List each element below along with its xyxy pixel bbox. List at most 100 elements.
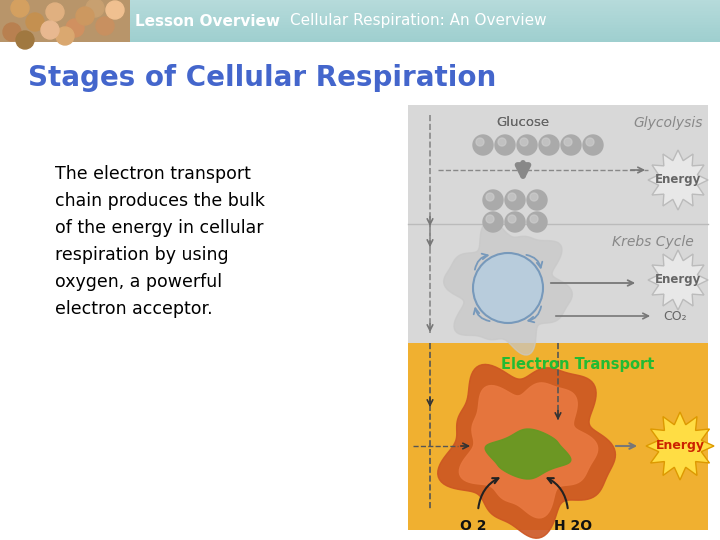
Circle shape [483,190,503,210]
Bar [0,33,720,34]
Circle shape [495,135,515,155]
Bar [0,4,720,5]
Bar [0,25,720,26]
Bar [0,0,720,1]
Bar [0,33,720,34]
Bar [0,39,720,40]
Bar [0,9,720,10]
Circle shape [508,193,516,201]
Text: Cellular Respiration: An Overview: Cellular Respiration: An Overview [290,14,546,29]
Bar [0,29,720,30]
Bar [0,24,720,25]
Bar [0,31,720,32]
Bar [0,8,720,9]
Bar [0,39,720,40]
Text: Electron Transport: Electron Transport [501,357,654,373]
Bar [0,6,720,7]
Bar [0,19,720,20]
Bar [0,27,720,28]
Circle shape [473,135,493,155]
Text: Energy: Energy [655,273,701,287]
Bar [0,3,720,4]
Text: Energy: Energy [655,173,701,186]
Circle shape [542,138,550,146]
Circle shape [586,138,594,146]
Text: Energy: Energy [655,440,704,453]
Bar [0,15,720,16]
Polygon shape [648,250,708,310]
Bar [0,23,720,24]
Circle shape [476,138,484,146]
Bar [0,18,720,19]
Bar [0,20,720,21]
Bar [0,25,720,26]
Bar [0,41,720,42]
Bar [0,1,720,2]
Bar [0,28,720,29]
Bar [0,22,720,23]
Text: O 2: O 2 [460,519,486,533]
Bar [0,28,720,29]
Bar [0,5,720,6]
Circle shape [520,138,528,146]
Bar [0,8,720,9]
Circle shape [11,0,29,17]
Bar [0,35,720,36]
Bar [0,17,720,18]
Bar [0,37,720,38]
Circle shape [517,135,537,155]
Bar [0,13,720,14]
Bar [0,9,720,10]
Circle shape [583,135,603,155]
Text: Krebs Cycle: Krebs Cycle [612,235,694,249]
Circle shape [106,1,124,19]
Circle shape [486,193,494,201]
Bar [0,32,720,33]
Bar [0,32,720,33]
Bar [0,30,720,31]
Bar [0,11,720,12]
Circle shape [564,138,572,146]
Bar [0,40,720,41]
Bar [0,21,720,22]
Bar [0,0,720,1]
Bar [0,34,720,35]
Bar [408,343,708,530]
Polygon shape [444,221,572,355]
Bar [0,36,720,37]
Bar [0,0,720,42]
Circle shape [498,138,506,146]
Polygon shape [648,150,708,210]
Bar [0,21,720,22]
Bar [0,35,720,36]
Bar [0,14,720,15]
Bar [0,26,720,27]
Bar [0,38,720,39]
Bar [0,34,720,35]
Bar [0,12,720,13]
Bar [0,30,720,31]
Bar [0,3,720,4]
Bar [0,15,720,16]
Bar [0,4,720,5]
Bar [0,12,720,13]
Bar [0,11,720,12]
Text: H 2O: H 2O [554,519,592,533]
Circle shape [508,215,516,223]
Bar [0,22,720,23]
Circle shape [76,7,94,25]
Bar [408,105,708,343]
Bar [0,40,720,41]
Bar [0,38,720,39]
Bar [0,19,720,20]
Circle shape [527,212,547,232]
Bar [0,24,720,25]
Bar [0,41,720,42]
Circle shape [3,23,21,41]
Bar [0,2,720,3]
Text: The electron transport
chain produces the bulk
of the energy in cellular
respira: The electron transport chain produces th… [55,165,265,319]
Circle shape [561,135,581,155]
Bar [0,17,720,18]
Circle shape [483,212,503,232]
Text: Lesson Overview: Lesson Overview [135,14,280,29]
